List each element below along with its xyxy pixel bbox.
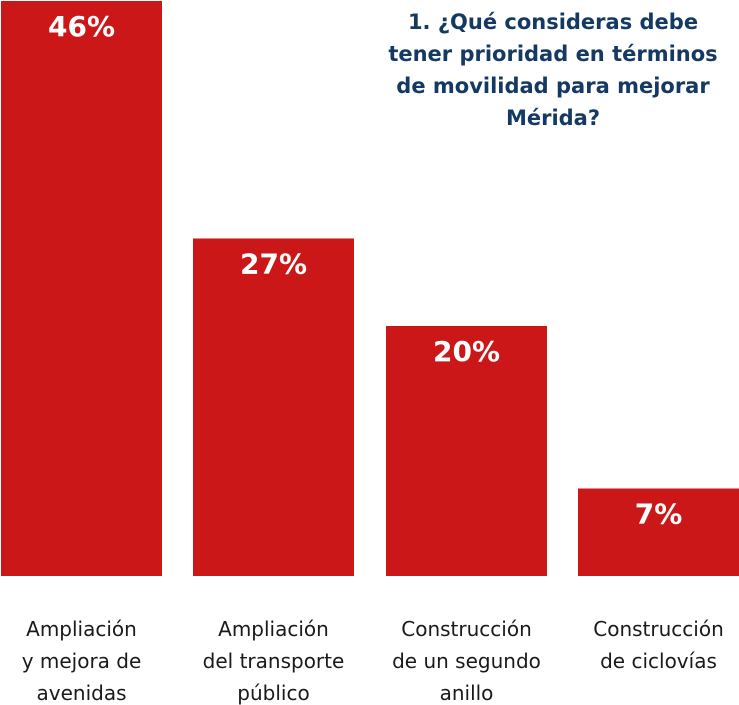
chart-title-line-1: tener prioridad en términos bbox=[388, 42, 717, 66]
bar-3 bbox=[578, 488, 739, 576]
bar-0 bbox=[1, 1, 162, 576]
chart-title-line-0: 1. ¿Qué consideras debe bbox=[408, 10, 698, 34]
category-label-0-line-0: Ampliación bbox=[26, 617, 137, 641]
chart-title: 1. ¿Qué consideras debe tener prioridad e… bbox=[388, 10, 717, 130]
chart-title-line-2: de movilidad para mejorar bbox=[396, 74, 710, 98]
value-label-2: 20% bbox=[433, 335, 500, 368]
category-label-3-line-0: Construcción bbox=[593, 617, 724, 641]
chart-title-line-3: Mérida? bbox=[506, 106, 600, 130]
category-label-3-line-1: de ciclovías bbox=[600, 649, 717, 673]
value-label-0: 46% bbox=[48, 10, 115, 43]
category-label-2-line-1: de un segundo bbox=[392, 649, 541, 673]
value-label-1: 27% bbox=[240, 248, 307, 281]
category-labels: Ampliación y mejora de avenidas Ampliación d… bbox=[22, 617, 724, 705]
category-label-1-line-2: público bbox=[237, 681, 309, 705]
category-label-2-line-0: Construcción bbox=[401, 617, 532, 641]
value-label-3: 7% bbox=[635, 498, 683, 531]
category-label-2-line-2: anillo bbox=[440, 681, 494, 705]
bar-2 bbox=[386, 326, 547, 576]
category-label-0-line-1: y mejora de bbox=[22, 649, 142, 673]
category-label-0-line-2: avenidas bbox=[37, 681, 127, 705]
category-label-1-line-0: Ampliación bbox=[218, 617, 329, 641]
bars: 46% 27% 20% 7% bbox=[1, 1, 739, 576]
category-label-1-line-1: del transporte bbox=[203, 649, 345, 673]
bar-1 bbox=[193, 238, 354, 576]
